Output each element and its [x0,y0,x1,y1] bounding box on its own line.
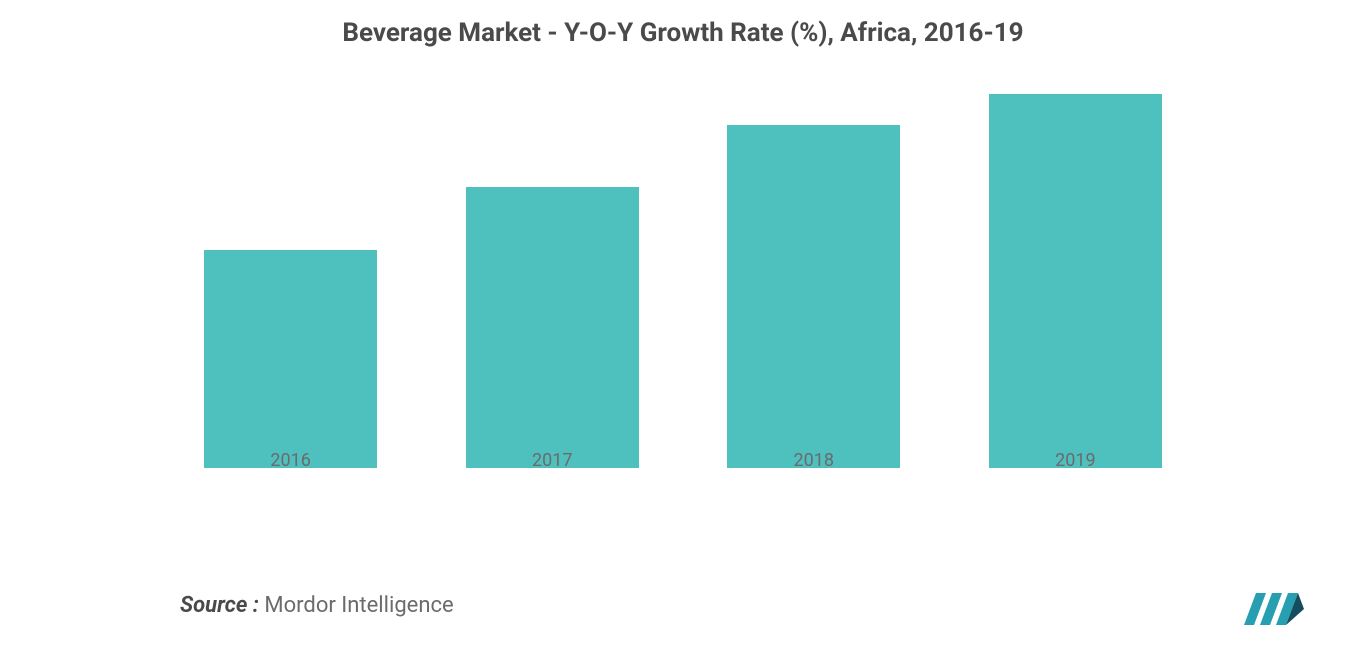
x-axis-label: 2018 [703,450,924,471]
bar [727,125,900,468]
source-label: Source : [180,593,259,618]
bar [989,94,1162,468]
x-axis-label: 2017 [442,450,663,471]
plot-area [180,78,1186,468]
bar [204,250,377,468]
bar-slot [442,187,663,468]
x-axis-labels: 2016 2017 2018 2019 [180,450,1186,471]
mordor-logo-icon [1242,585,1306,625]
bar-slot [703,125,924,468]
bar [466,187,639,468]
chart-title: Beverage Market - Y-O-Y Growth Rate (%),… [0,0,1366,48]
chart-container: Beverage Market - Y-O-Y Growth Rate (%),… [0,0,1366,655]
bar-slot [180,250,401,468]
chart-footer: Source : Mordor Intelligence [180,585,1306,625]
x-axis-label: 2016 [180,450,401,471]
bars-row [180,78,1186,468]
source-line: Source : Mordor Intelligence [180,593,454,618]
bar-slot [965,94,1186,468]
x-axis-label: 2019 [965,450,1186,471]
source-name: Mordor Intelligence [264,593,453,618]
